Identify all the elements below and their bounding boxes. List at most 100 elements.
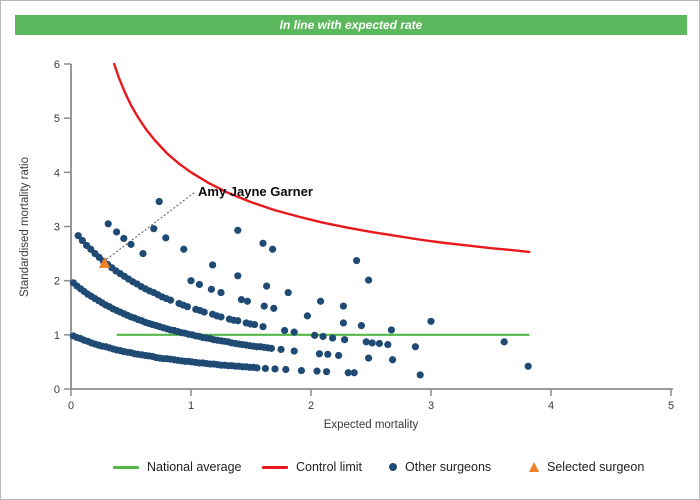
scatter-point[interactable] — [323, 368, 331, 376]
y-axis-title: Standardised mortality ratio — [19, 157, 31, 297]
scatter-point[interactable] — [281, 326, 289, 335]
scatter-point[interactable] — [389, 356, 397, 364]
scatter-point[interactable] — [335, 351, 343, 360]
scatter-point[interactable] — [357, 322, 365, 330]
selected-surgeon-marker[interactable] — [98, 257, 111, 268]
scatter-point[interactable] — [375, 339, 383, 348]
scatter-point[interactable] — [317, 297, 325, 305]
scatter-point[interactable] — [297, 366, 305, 375]
scatter-point[interactable] — [195, 280, 203, 289]
scatter-point[interactable] — [313, 367, 321, 375]
scatter-point[interactable] — [251, 320, 259, 329]
scatter-point[interactable] — [277, 345, 285, 354]
scatter-point[interactable] — [311, 331, 319, 339]
scatter-point[interactable] — [384, 340, 392, 349]
scatter-point[interactable] — [259, 323, 267, 331]
scatter-point[interactable] — [284, 288, 292, 297]
legend: National average Control limit Other sur… — [1, 454, 699, 482]
scatter-point[interactable] — [267, 344, 275, 352]
scatter-point[interactable] — [209, 261, 217, 269]
selected-surgeon-triangle-swatch — [529, 462, 539, 472]
y-tick-label: 6 — [54, 59, 60, 71]
scatter-point[interactable] — [234, 317, 242, 325]
scatter-point[interactable] — [387, 326, 395, 334]
scatter-point[interactable] — [187, 277, 195, 285]
scatter-point[interactable] — [500, 338, 508, 346]
y-tick-label: 2 — [54, 276, 60, 288]
scatter-point[interactable] — [155, 197, 163, 206]
scatter-point[interactable] — [269, 245, 277, 253]
status-banner: In line with expected rate — [15, 15, 687, 35]
scatter-point[interactable] — [290, 328, 298, 336]
funnel-plot: 0 1 2 3 4 5 6 0 1 2 3 4 5 Expected mortality Standar… — [19, 59, 674, 431]
scatter-point[interactable] — [261, 364, 269, 373]
y-tick-label: 4 — [54, 167, 60, 179]
scatter-point[interactable] — [339, 302, 347, 310]
scatter-point[interactable] — [362, 338, 370, 346]
scatter-point[interactable] — [139, 249, 147, 258]
scatter-point[interactable] — [290, 347, 298, 355]
scatter-point[interactable] — [127, 240, 135, 248]
scatter-point[interactable] — [234, 272, 242, 280]
scatter-point[interactable] — [329, 334, 337, 342]
scatter-point[interactable] — [74, 232, 82, 240]
scatter-point[interactable] — [162, 234, 170, 242]
scatter-point[interactable] — [427, 317, 435, 325]
scatter-point[interactable] — [324, 350, 332, 358]
x-tick-label: 3 — [428, 400, 434, 412]
scatter-point[interactable] — [365, 276, 373, 284]
x-tick-label: 2 — [308, 400, 314, 412]
scatter-point[interactable] — [234, 226, 242, 234]
scatter-point[interactable] — [150, 225, 158, 233]
other-surgeons-dot-swatch — [389, 463, 397, 471]
scatter-point[interactable] — [341, 336, 349, 344]
scatter-point[interactable] — [271, 365, 279, 373]
control-limit-curve — [112, 62, 531, 254]
scatter-point[interactable] — [104, 220, 112, 228]
x-tick-label: 1 — [188, 400, 194, 412]
scatter-point[interactable] — [243, 297, 251, 305]
national-average-line-swatch — [113, 465, 139, 469]
scatter-point[interactable] — [259, 239, 267, 247]
scatter-point[interactable] — [183, 303, 191, 311]
scatter-point[interactable] — [524, 362, 532, 370]
scatter-point[interactable] — [207, 285, 215, 293]
scatter-point[interactable] — [237, 296, 245, 304]
legend-label: National average — [147, 460, 242, 474]
scatter-point[interactable] — [365, 354, 373, 362]
scatter-point[interactable] — [416, 371, 424, 379]
scatter-point[interactable] — [260, 302, 268, 310]
x-tick-label: 4 — [548, 400, 554, 412]
x-axis-title: Expected mortality — [324, 419, 419, 431]
scatter-point[interactable] — [368, 339, 376, 347]
scatter-point[interactable] — [217, 288, 225, 297]
scatter-point[interactable] — [353, 257, 361, 265]
scatter-point[interactable] — [217, 313, 225, 321]
legend-label: Selected surgeon — [547, 460, 645, 474]
legend-item-national-average: National average — [113, 454, 242, 480]
legend-label: Control limit — [296, 460, 362, 474]
y-tick-label: 1 — [54, 330, 60, 342]
scatter-point[interactable] — [350, 369, 358, 377]
scatter-point[interactable] — [200, 308, 208, 316]
scatter-point[interactable] — [315, 350, 323, 358]
scatter-point[interactable] — [344, 369, 352, 377]
y-tick-label: 5 — [54, 113, 60, 125]
scatter-point[interactable] — [270, 304, 278, 312]
scatter-point[interactable] — [319, 332, 327, 341]
scatter-point[interactable] — [113, 228, 121, 236]
scatter-point[interactable] — [339, 319, 347, 327]
scatter-point[interactable] — [120, 234, 128, 243]
scatter-point[interactable] — [167, 296, 175, 304]
legend-item-selected-surgeon: Selected surgeon — [529, 454, 644, 480]
x-tick-label: 0 — [68, 400, 74, 412]
y-tick-label: 0 — [54, 384, 60, 396]
scatter-point[interactable] — [180, 245, 188, 253]
scatter-point[interactable] — [411, 343, 419, 351]
scatter-point[interactable] — [263, 282, 271, 290]
scatter-point[interactable] — [78, 236, 86, 245]
scatter-point[interactable] — [253, 364, 261, 372]
scatter-point[interactable] — [303, 312, 311, 320]
scatter-point[interactable] — [282, 365, 290, 374]
